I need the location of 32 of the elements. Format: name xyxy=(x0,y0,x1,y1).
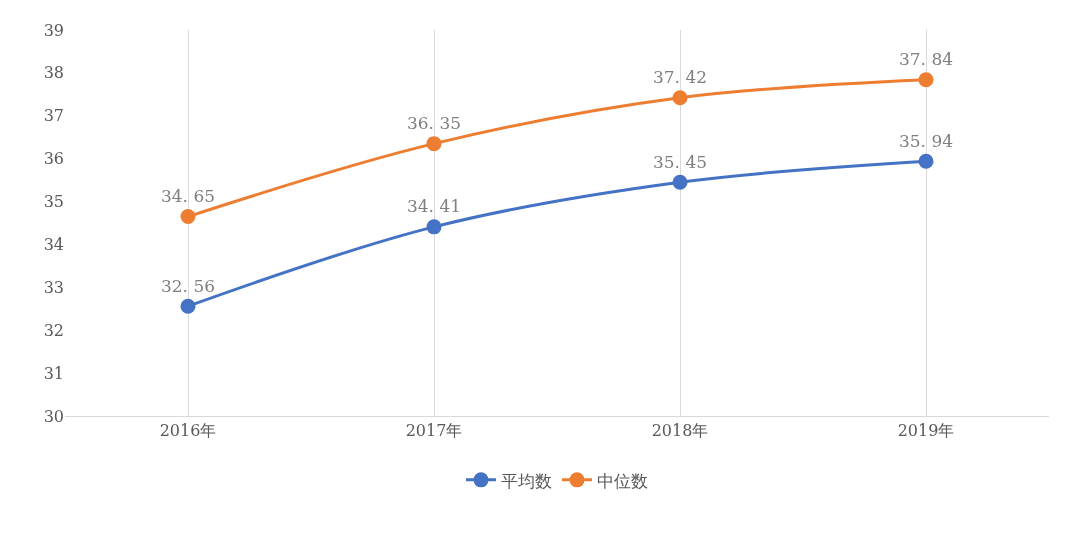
data-label: 37. 42 xyxy=(652,67,708,88)
y-tick-label: 34 xyxy=(43,235,64,255)
y-tick-label: 32 xyxy=(43,320,64,340)
y-tick-label: 31 xyxy=(43,363,64,383)
data-label: 35. 45 xyxy=(652,151,708,172)
point xyxy=(180,298,196,314)
y-tick-label: 37 xyxy=(43,106,64,126)
point xyxy=(918,153,934,169)
x-tick-label: 2017年 xyxy=(405,421,463,441)
y-tick-label: 33 xyxy=(43,277,64,297)
y-tick-label: 35 xyxy=(43,192,64,212)
data-label: 32. 56 xyxy=(160,275,216,296)
y-tick-label: 38 xyxy=(43,63,64,83)
legend-label: 平均数 xyxy=(501,470,552,491)
data-label: 34. 65 xyxy=(160,185,216,206)
y-tick-label: 30 xyxy=(43,406,64,426)
x-tick-label: 2018年 xyxy=(651,421,709,441)
y-tick-label: 36 xyxy=(43,149,64,169)
data-label: 35. 94 xyxy=(898,130,954,151)
point xyxy=(672,174,688,190)
data-label: 36. 35 xyxy=(406,113,462,134)
y-tick-label: 39 xyxy=(43,20,64,40)
point xyxy=(918,72,934,88)
legend-label: 中位数 xyxy=(597,470,648,491)
point xyxy=(426,136,442,152)
point xyxy=(180,209,196,225)
point xyxy=(672,90,688,106)
x-tick-label: 2019年 xyxy=(897,421,955,441)
point xyxy=(426,219,442,235)
data-label: 34. 41 xyxy=(406,196,462,217)
x-tick-label: 2016年 xyxy=(159,421,217,441)
data-label: 37. 84 xyxy=(898,49,954,70)
